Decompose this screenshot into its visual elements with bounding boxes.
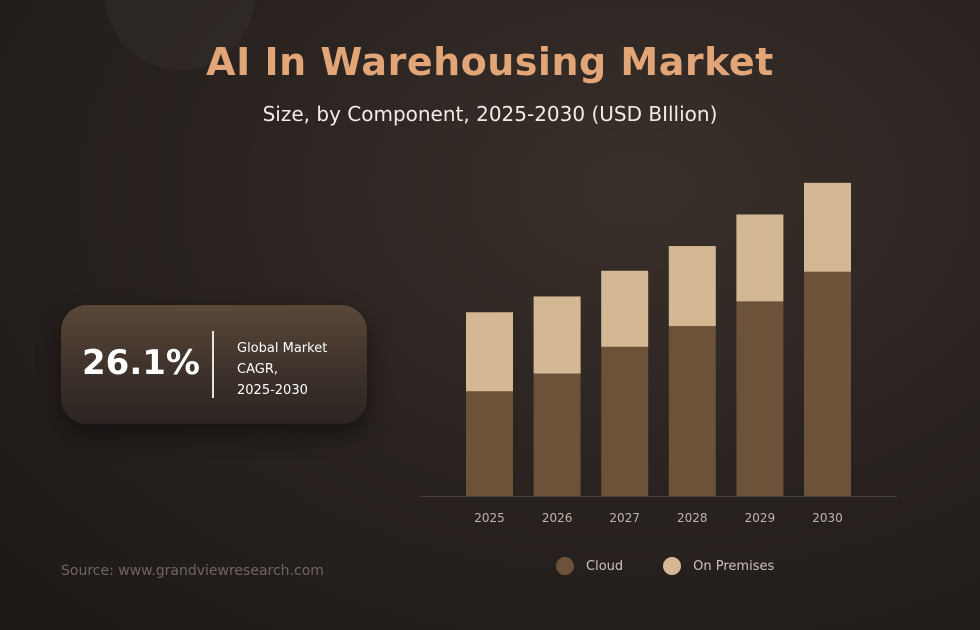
chart-legend: Cloud On Premises: [556, 557, 814, 575]
bar-on-premises-2025: [466, 312, 513, 392]
cagr-divider: [212, 331, 214, 398]
cagr-card: 26.1% Global Market CAGR, 2025-2030: [61, 305, 367, 424]
chart-title: AI In Warehousing Market: [206, 40, 774, 84]
legend-swatch-on-premises: [663, 557, 682, 575]
bar-on-premises-2027: [601, 270, 649, 347]
cagr-label-line: 2025-2030: [237, 383, 308, 398]
cagr-value: 26.1%: [82, 343, 200, 383]
x-tick-label: 2027: [609, 511, 640, 525]
bar-on-premises-2026: [533, 296, 581, 374]
cagr-label: Global Market CAGR, 2025-2030: [237, 338, 327, 401]
x-tick-label: 2026: [542, 511, 573, 525]
bar-cloud-2029: [736, 301, 784, 496]
x-tick-label: 2028: [677, 511, 708, 525]
bar-cloud-2025: [466, 391, 513, 496]
x-tick-label: 2030: [812, 511, 843, 525]
legend-label-on-premises: On Premises: [693, 558, 775, 574]
legend-swatch-cloud: [556, 557, 574, 575]
legend-item-on-premises: On Premises: [663, 557, 774, 575]
cagr-label-line: Global Market: [237, 341, 328, 356]
bar-cloud-2026: [533, 373, 581, 496]
bar-cloud-2028: [668, 326, 716, 496]
bar-on-premises-2028: [668, 246, 716, 327]
x-tick-label: 2025: [474, 511, 505, 525]
legend-item-cloud: Cloud: [556, 557, 623, 575]
x-tick-label: 2029: [745, 511, 776, 525]
legend-label-cloud: Cloud: [586, 558, 624, 574]
bar-cloud-2030: [804, 271, 851, 496]
chart-subtitle: Size, by Component, 2025-2030 (USD BIlli…: [262, 102, 718, 126]
source-note: Source: www.grandviewresearch.com: [61, 563, 324, 579]
cagr-label-line: CAGR,: [237, 362, 278, 377]
bar-cloud-2027: [601, 346, 649, 496]
bar-on-premises-2030: [804, 182, 851, 272]
bar-on-premises-2029: [736, 214, 784, 302]
